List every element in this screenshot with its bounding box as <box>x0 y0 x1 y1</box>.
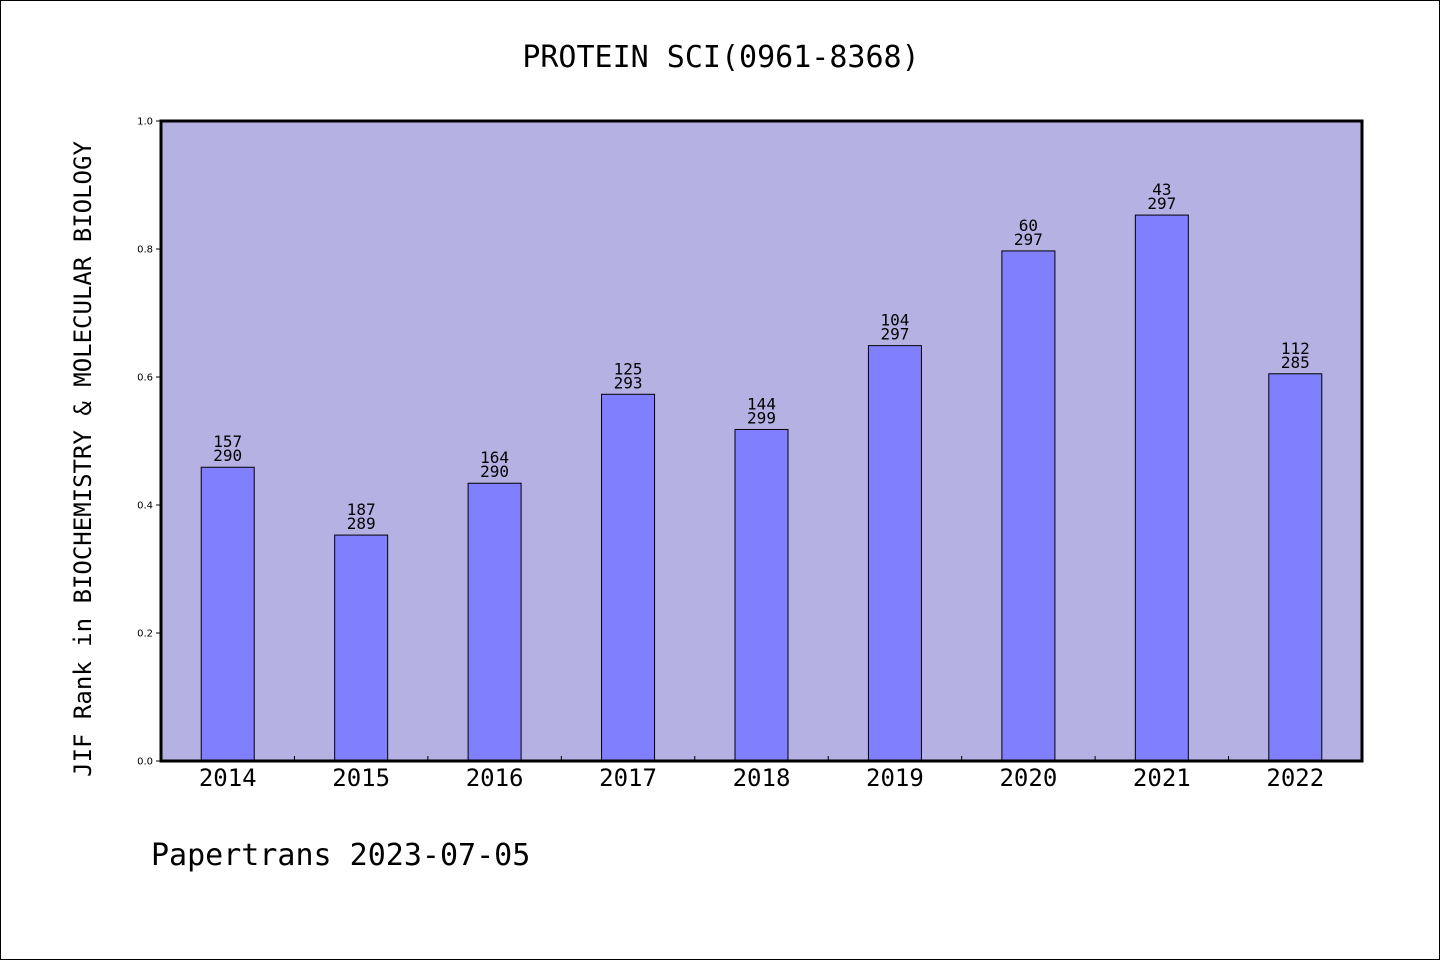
footer-text: Papertrans 2023-07-05 <box>151 838 530 873</box>
x-tick-label: 2015 <box>332 764 390 792</box>
x-tick-label: 2022 <box>1266 764 1324 792</box>
bar-rank-label: 125 <box>614 359 643 378</box>
bar-total-label: 293 <box>614 373 643 392</box>
bar-2019 <box>867 345 922 762</box>
x-tick-label: 2016 <box>466 764 524 792</box>
x-tick-label: 2021 <box>1133 764 1191 792</box>
bar-2018 <box>734 428 789 762</box>
y-ticks: 0.0 0.2 0.4 0.6 0.8 1.0 <box>137 117 161 768</box>
y-tick-label: 0.6 <box>137 373 153 384</box>
x-tick-label: 2020 <box>999 764 1057 792</box>
x-tick-label: 2018 <box>733 764 791 792</box>
bar-2014 <box>200 466 255 762</box>
bar-total-label: 297 <box>1147 194 1176 213</box>
bar-2020 <box>1001 250 1056 762</box>
bar-rank-label: 104 <box>880 311 909 330</box>
bar-rank-label: 187 <box>347 500 376 519</box>
bar-total-label: 297 <box>880 325 909 344</box>
y-tick-label: 0.4 <box>137 501 153 512</box>
y-axis-label: JIF Rank in BIOCHEMISTRY & MOLECULAR BIO… <box>69 141 97 777</box>
bar-rank-label: 144 <box>747 394 776 413</box>
plot-border <box>159 119 1364 763</box>
y-tick-label: 0.8 <box>137 245 153 256</box>
y-tick-label: 1.0 <box>137 117 153 128</box>
bar-rank-label: 164 <box>480 448 509 467</box>
bar-rank-label: 157 <box>213 432 242 451</box>
x-tick-label: 2017 <box>599 764 657 792</box>
bar-total-label: 299 <box>747 408 776 427</box>
y-tick-label: 0.2 <box>137 629 153 640</box>
bar-total-label: 297 <box>1014 230 1043 249</box>
bar-labels: 1572901872891642901252931442991042976029… <box>213 180 1309 533</box>
bar-rank-label: 60 <box>1019 216 1038 235</box>
x-ticks: 2014 2015 2016 2017 2018 2019 2020 2021 2022 <box>199 756 1324 792</box>
bar-total-label: 290 <box>480 462 509 481</box>
x-tick-label: 2014 <box>199 764 257 792</box>
bar-total-label: 285 <box>1281 353 1310 372</box>
bar-2016 <box>467 482 522 762</box>
bars <box>200 214 1323 762</box>
bar-rank-label: 43 <box>1152 180 1171 199</box>
bar-rank-label: 112 <box>1281 339 1310 358</box>
bar-2021 <box>1134 214 1189 762</box>
bar-2017 <box>601 393 656 762</box>
bar-total-label: 289 <box>347 514 376 533</box>
x-tick-label: 2019 <box>866 764 924 792</box>
chart-title: PROTEIN SCI(0961-8368) <box>522 40 919 75</box>
bar-total-label: 290 <box>213 446 242 465</box>
y-tick-label: 0.0 <box>137 757 153 768</box>
bar-2015 <box>334 534 389 762</box>
bar-2022 <box>1268 373 1323 762</box>
